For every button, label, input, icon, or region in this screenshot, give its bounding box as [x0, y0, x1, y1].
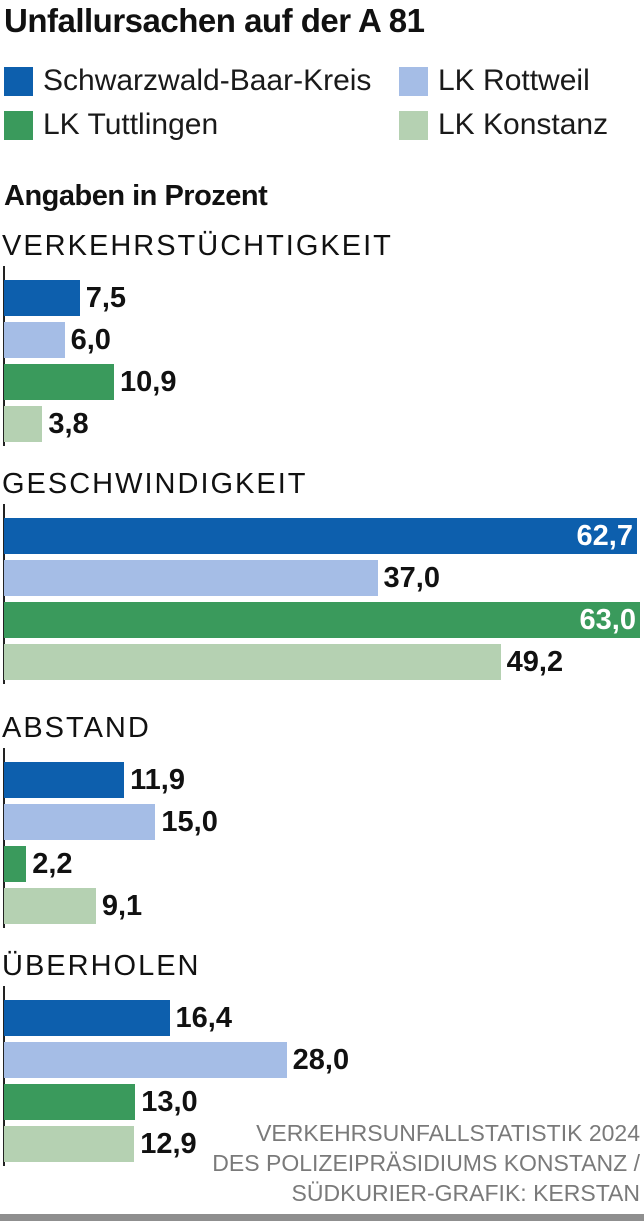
- bar: [4, 518, 637, 554]
- bar: [4, 406, 43, 442]
- bar-value-label: 10,9: [120, 366, 177, 398]
- legend-swatch: [4, 66, 33, 96]
- legend-label: Schwarzwald-Baar-Kreis: [43, 64, 372, 97]
- bar-value-label: 63,0: [579, 604, 636, 636]
- bar-value-label: 37,0: [383, 562, 440, 594]
- bar: [4, 322, 65, 358]
- bar-value-label: 2,2: [32, 848, 73, 880]
- legend-item-lk-konstanz: LK Konstanz: [399, 108, 608, 142]
- legend-label: LK Tuttlingen: [43, 108, 219, 141]
- bar: [4, 1000, 170, 1036]
- legend-item-lk-tuttlingen: LK Tuttlingen: [4, 108, 218, 142]
- category-label: GESCHWINDIGKEIT: [2, 468, 308, 500]
- bar-value-label: 9,1: [101, 890, 143, 922]
- legend-item-lk-rottweil: LK Rottweil: [399, 64, 590, 98]
- category-label: ABSTAND: [2, 712, 151, 744]
- bar-value-label: 28,0: [292, 1044, 350, 1076]
- unit-note: Angaben in Prozent: [4, 180, 268, 212]
- bar: [4, 888, 96, 924]
- bar-value-label: 7,5: [85, 282, 127, 314]
- bottom-rule: [0, 1214, 644, 1221]
- bar-value-label: 11,9: [130, 764, 185, 796]
- bar-value-label: 6,0: [70, 324, 111, 356]
- bar: [4, 1042, 287, 1078]
- bar-value-label: 62,7: [576, 520, 633, 552]
- bar: [4, 602, 640, 638]
- source-line: DES POLIZEIPRÄSIDIUMS KONSTANZ /: [212, 1150, 640, 1176]
- bar: [4, 644, 501, 680]
- category-label: VERKEHRSTÜCHTIGKEIT: [2, 230, 393, 262]
- bar: [4, 560, 378, 596]
- bar-value-label: 13,0: [141, 1086, 198, 1118]
- bar: [4, 804, 156, 840]
- bar: [4, 364, 115, 400]
- bar: [4, 1126, 135, 1162]
- bar: [4, 1084, 136, 1120]
- source-line: VERKEHRSUNFALLSTATISTIK 2024: [256, 1120, 640, 1146]
- legend-label: LK Konstanz: [438, 108, 609, 141]
- bar-value-label: 16,4: [175, 1002, 232, 1034]
- bar-value-label: 12,9: [140, 1128, 197, 1160]
- bar: [4, 280, 80, 316]
- bar: [4, 762, 125, 798]
- bar-value-label: 3,8: [48, 408, 89, 440]
- chart-title: Unfallursachen auf der A 81: [4, 2, 425, 39]
- source-note: VERKEHRSUNFALLSTATISTIK 2024 DES POLIZEI…: [212, 1118, 640, 1208]
- category-label: ÜBERHOLEN: [2, 950, 201, 982]
- legend-swatch: [399, 66, 428, 96]
- bar-value-label: 49,2: [506, 646, 564, 678]
- legend-swatch: [399, 110, 428, 140]
- legend-swatch: [4, 110, 33, 140]
- bar: [4, 846, 27, 882]
- legend-item-schwarzwald-baar-kreis: Schwarzwald-Baar-Kreis: [4, 64, 371, 98]
- legend-label: LK Rottweil: [438, 64, 590, 97]
- bar-value-label: 15,0: [161, 806, 218, 838]
- source-line: SÜDKURIER-GRAFIK: KERSTAN: [291, 1180, 640, 1206]
